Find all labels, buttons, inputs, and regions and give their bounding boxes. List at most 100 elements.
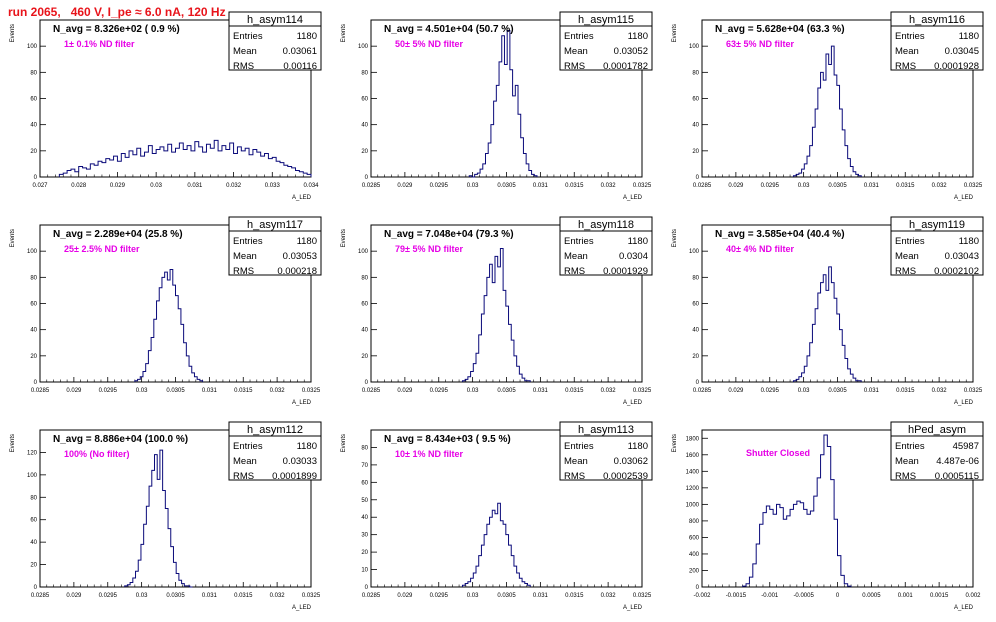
x-tick-label: 0.0295 <box>430 183 449 189</box>
x-tick-label: 0.0295 <box>430 593 449 599</box>
y-tick-label: 100 <box>27 249 38 255</box>
y-tick-label: 120 <box>27 450 38 456</box>
stats-label: RMS <box>895 471 916 482</box>
stats-value: 1180 <box>628 31 648 42</box>
y-tick-label: 0 <box>365 380 369 386</box>
stats-title: h_asym119 <box>909 219 965 231</box>
stats-title: h_asym116 <box>909 14 965 26</box>
y-tick-label: 1400 <box>686 469 700 475</box>
y-tick-label: 100 <box>27 44 38 50</box>
stats-label: Mean <box>564 251 588 262</box>
histogram-line <box>58 139 312 177</box>
y-tick-label: 0 <box>696 585 700 591</box>
y-axis-title: Events <box>672 229 678 247</box>
chart-h_asym118: Events A_LED 0.0285 0.029 0.0295 0.03 0.0305 0.… <box>341 216 653 406</box>
stats-label: Mean <box>895 46 919 57</box>
stats-value: 4.487e-06 <box>936 456 979 467</box>
stats-label: Mean <box>895 251 919 262</box>
x-tick-label: 0.031 <box>864 183 880 189</box>
x-tick-label: 0.0325 <box>633 593 652 599</box>
stats-value: 0.000218 <box>277 266 317 277</box>
y-tick-label: 100 <box>689 44 700 50</box>
x-axis-title: A_LED <box>292 195 312 201</box>
x-tick-label: 0.0315 <box>234 593 253 599</box>
x-tick-label: 0.001 <box>898 593 914 599</box>
x-tick-label: 0.0325 <box>302 388 321 394</box>
y-tick-label: 80 <box>692 275 699 281</box>
y-tick-label: 20 <box>30 149 37 155</box>
stats-value: 45987 <box>953 441 979 452</box>
x-axis-title: A_LED <box>623 605 643 611</box>
x-tick-label: 0.032 <box>270 593 286 599</box>
x-tick-label: 0 <box>836 593 840 599</box>
y-tick-label: 1000 <box>686 502 700 508</box>
y-tick-label: 80 <box>30 495 37 501</box>
x-tick-label: 0.029 <box>397 593 413 599</box>
x-tick-label: 0.0285 <box>362 388 381 394</box>
y-axis-title: Events <box>10 229 16 247</box>
x-tick-label: 0.032 <box>932 183 948 189</box>
x-tick-label: 0.0015 <box>930 593 949 599</box>
n-avg-label: N_avg = 8.434e+03 ( 9.5 %) <box>384 434 511 445</box>
x-tick-label: 0.0305 <box>828 183 847 189</box>
x-tick-label: 0.0305 <box>497 183 516 189</box>
y-tick-label: 80 <box>692 70 699 76</box>
chart-h_asym113: Events A_LED 0.0285 0.029 0.0295 0.03 0.0305 0.… <box>341 421 653 611</box>
stats-value: 1180 <box>959 31 979 42</box>
filter-note: Shutter Closed <box>746 448 810 458</box>
x-axis-title: A_LED <box>954 605 974 611</box>
stats-value: 1180 <box>297 441 317 452</box>
n-avg-label: N_avg = 8.886e+04 (100.0 %) <box>53 434 188 445</box>
y-tick-label: 20 <box>361 149 368 155</box>
y-tick-label: 40 <box>30 540 37 546</box>
x-tick-label: 0.0005 <box>862 593 881 599</box>
stats-label: RMS <box>233 471 254 482</box>
chart-h_asym117: Events A_LED 0.0285 0.029 0.0295 0.03 0.0305 0.… <box>10 216 322 406</box>
stats-value: 0.0002539 <box>603 471 648 482</box>
stats-box <box>890 11 984 71</box>
y-tick-label: 0 <box>34 175 38 181</box>
y-tick-label: 0 <box>696 175 700 181</box>
stats-box <box>228 11 322 71</box>
filter-note: 1± 0.1% ND filter <box>64 39 135 49</box>
y-axis-title: Events <box>10 24 16 42</box>
n-avg-label: N_avg = 2.289e+04 (25.8 %) <box>53 229 183 240</box>
n-avg-label: N_avg = 7.048e+04 (79.3 %) <box>384 229 514 240</box>
y-tick-label: 10 <box>361 568 368 574</box>
stats-label: Entries <box>564 441 594 452</box>
y-tick-label: 80 <box>30 70 37 76</box>
y-axis-title: Events <box>341 229 347 247</box>
y-tick-label: 100 <box>358 44 369 50</box>
stats-title: h_asym114 <box>247 14 303 26</box>
x-tick-label: 0.034 <box>303 183 319 189</box>
stats-value: 0.0304 <box>619 251 648 262</box>
histogram-line <box>792 45 862 177</box>
stats-value: 0.03061 <box>283 46 317 57</box>
x-tick-label: 0.029 <box>397 388 413 394</box>
n-avg-label: N_avg = 5.628e+04 (63.3 %) <box>715 24 845 35</box>
y-tick-label: 40 <box>30 123 37 129</box>
y-tick-label: 40 <box>361 123 368 129</box>
x-tick-label: 0.03 <box>798 388 810 394</box>
x-tick-label: 0.031 <box>864 388 880 394</box>
x-tick-label: 0.0305 <box>497 388 516 394</box>
stats-label: RMS <box>564 61 585 72</box>
x-tick-label: 0.03 <box>467 388 479 394</box>
y-tick-label: 100 <box>358 249 369 255</box>
stats-value: 0.0001928 <box>934 61 979 72</box>
y-tick-label: 100 <box>689 249 700 255</box>
filter-note: 100% (No filter) <box>64 449 130 459</box>
y-axis-title: Events <box>10 434 16 452</box>
x-tick-label: 0.0325 <box>633 183 652 189</box>
y-axis-title: Events <box>672 24 678 42</box>
x-tick-label: 0.0325 <box>964 183 983 189</box>
x-tick-label: 0.0325 <box>633 388 652 394</box>
stats-value: 0.00116 <box>283 61 317 72</box>
x-tick-label: 0.0305 <box>166 593 185 599</box>
y-tick-label: 60 <box>30 302 37 308</box>
x-tick-label: 0.028 <box>71 183 87 189</box>
x-tick-label: 0.033 <box>265 183 281 189</box>
stats-title: h_asym112 <box>247 424 303 436</box>
x-axis-title: A_LED <box>954 400 974 406</box>
y-tick-label: 50 <box>361 498 368 504</box>
